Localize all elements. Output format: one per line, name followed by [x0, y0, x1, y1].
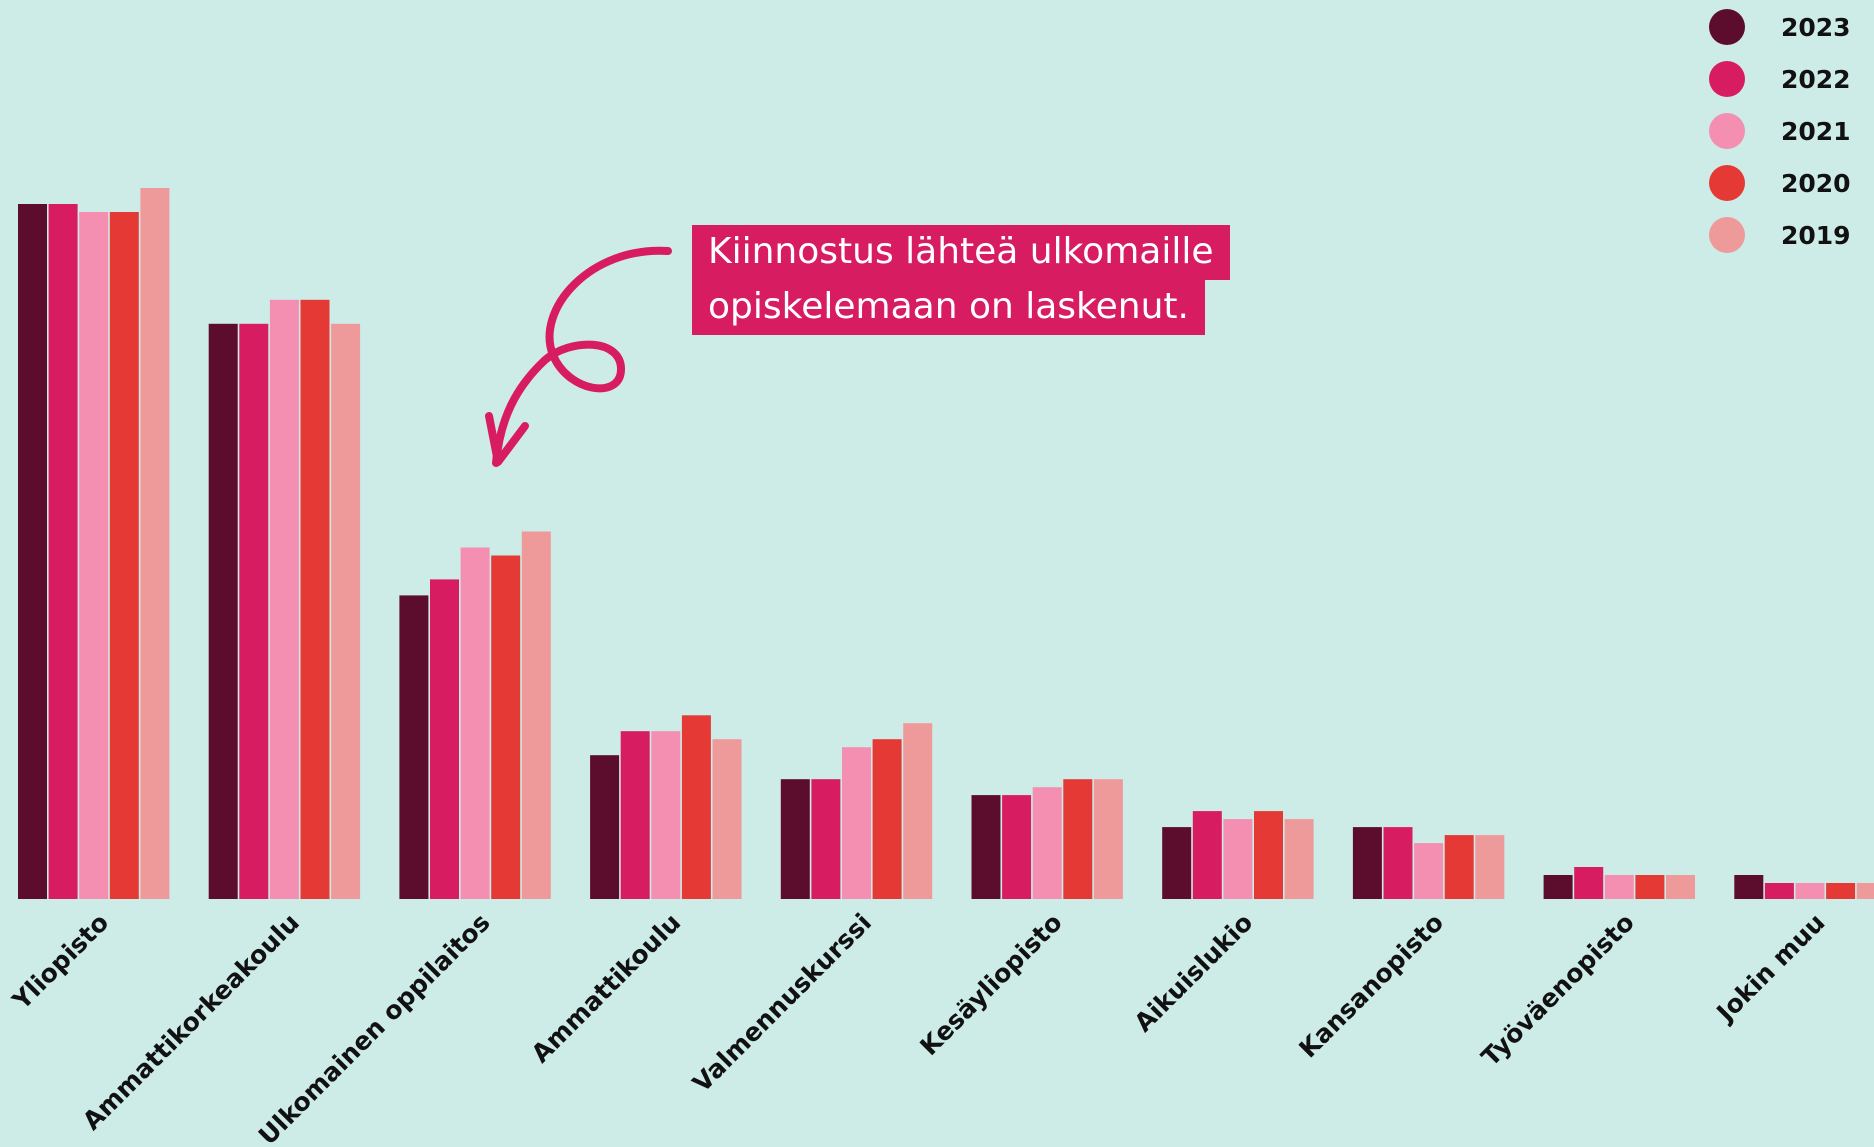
legend-label-2019: 2019	[1781, 221, 1851, 250]
bar-yliopisto-2022	[48, 204, 78, 899]
bar-valmennuskurssi-2023	[780, 779, 810, 899]
bar-kansanopisto-2023	[1352, 827, 1382, 899]
bar-ammattikorkeakoulu-2020	[300, 299, 330, 899]
bar-ammattikoulu-2023	[590, 755, 620, 899]
legend-label-2022: 2022	[1781, 65, 1851, 94]
legend-swatch-2021	[1709, 113, 1745, 149]
bar-ammattikorkeakoulu-2023	[208, 323, 238, 899]
bar-työväenopisto-2023	[1543, 875, 1573, 899]
legend-label-2020: 2020	[1781, 169, 1851, 198]
bar-kesäyliopisto-2021	[1032, 787, 1062, 899]
bar-ammattikoulu-2022	[620, 731, 650, 899]
bar-ulkomainen-oppilaitos-2023	[399, 595, 429, 899]
bar-valmennuskurssi-2022	[811, 779, 841, 899]
bar-ulkomainen-oppilaitos-2020	[491, 555, 521, 899]
legend-swatch-2023	[1709, 9, 1745, 45]
bar-kesäyliopisto-2019	[1093, 779, 1123, 899]
annotation-line-2: opiskelemaan on laskenut.	[692, 280, 1205, 335]
bar-kansanopisto-2022	[1383, 827, 1413, 899]
bar-jokin-muu-2022	[1764, 883, 1794, 899]
bar-työväenopisto-2022	[1574, 867, 1604, 899]
bar-aikuislukio-2021	[1223, 819, 1253, 899]
bar-ammattikorkeakoulu-2021	[269, 299, 299, 899]
legend-swatch-2022	[1709, 61, 1745, 97]
legend-swatch-2019	[1709, 217, 1745, 253]
bars-layer	[18, 188, 1874, 899]
bar-yliopisto-2020	[109, 212, 139, 899]
legend-label-2021: 2021	[1781, 117, 1851, 146]
bar-kesäyliopisto-2022	[1002, 795, 1032, 899]
bar-valmennuskurssi-2019	[903, 723, 933, 899]
bar-valmennuskurssi-2020	[872, 739, 902, 899]
bar-työväenopisto-2019	[1666, 875, 1695, 899]
annotation-callout: Kiinnostus lähteä ulkomaille opiskelemaa…	[692, 225, 1230, 335]
bar-aikuislukio-2023	[1162, 827, 1192, 899]
bar-aikuislukio-2022	[1192, 811, 1222, 899]
bar-aikuislukio-2020	[1254, 811, 1283, 899]
bar-kesäyliopisto-2020	[1063, 779, 1093, 899]
legend-label-2023: 2023	[1781, 13, 1851, 42]
legend: 2023 2022 2021 2020 2019	[1709, 9, 1851, 253]
annotation-line-1: Kiinnostus lähteä ulkomaille	[692, 225, 1230, 280]
bar-kansanopisto-2019	[1475, 835, 1505, 899]
bar-jokin-muu-2020	[1826, 883, 1856, 899]
bar-jokin-muu-2021	[1795, 883, 1825, 899]
bar-aikuislukio-2019	[1284, 819, 1314, 899]
bar-jokin-muu-2023	[1734, 875, 1764, 899]
bar-ammattikorkeakoulu-2019	[331, 323, 361, 899]
bar-ulkomainen-oppilaitos-2019	[521, 531, 551, 899]
bar-valmennuskurssi-2021	[842, 747, 871, 899]
bar-työväenopisto-2020	[1635, 875, 1665, 899]
bar-ammattikoulu-2021	[651, 731, 681, 899]
bar-ulkomainen-oppilaitos-2021	[460, 547, 490, 899]
bar-yliopisto-2021	[79, 212, 109, 899]
bar-yliopisto-2019	[140, 188, 170, 899]
legend-swatch-2020	[1709, 165, 1745, 201]
bar-ammattikorkeakoulu-2022	[239, 323, 269, 899]
bar-ammattikoulu-2020	[681, 715, 711, 899]
bar-kesäyliopisto-2023	[971, 795, 1001, 899]
bar-kansanopisto-2020	[1444, 835, 1474, 899]
bar-ulkomainen-oppilaitos-2022	[430, 579, 459, 899]
bar-jokin-muu-2019	[1856, 883, 1874, 899]
bar-ammattikoulu-2019	[712, 739, 742, 899]
bar-työväenopisto-2021	[1604, 875, 1634, 899]
bar-yliopisto-2023	[18, 204, 47, 899]
bar-kansanopisto-2021	[1414, 843, 1444, 899]
